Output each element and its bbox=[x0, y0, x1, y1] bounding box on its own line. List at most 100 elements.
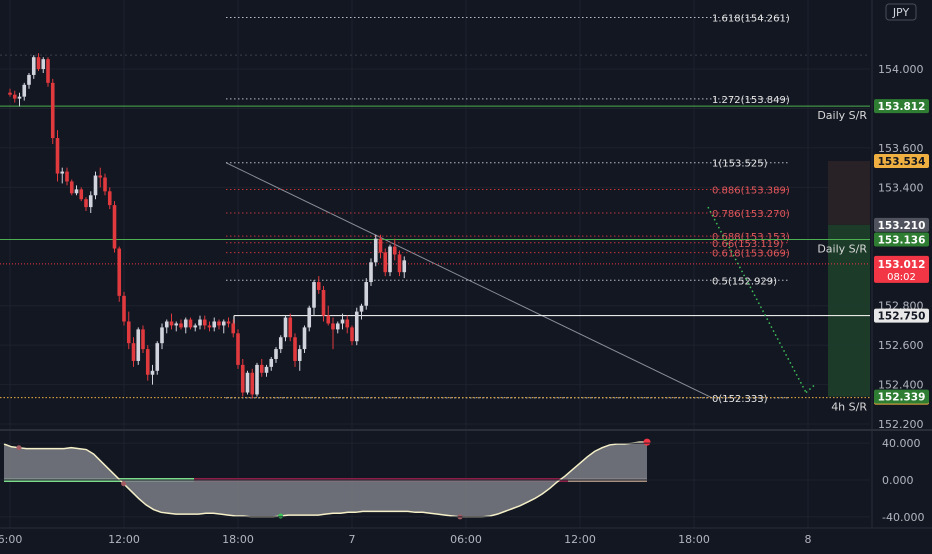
candle-body bbox=[378, 238, 383, 253]
candle-body bbox=[373, 238, 378, 263]
candle-body bbox=[312, 282, 316, 308]
range-box-badge-text: 152.750 bbox=[878, 311, 926, 323]
candle-body bbox=[160, 327, 164, 344]
sr-line-label: Daily S/R bbox=[817, 109, 867, 122]
oscillator-marker bbox=[121, 481, 127, 487]
time-axis-label: 12:00 bbox=[564, 533, 596, 546]
candle-body bbox=[131, 343, 136, 361]
fib-level-label: 0.886(153.389) bbox=[712, 186, 790, 197]
candle-body bbox=[22, 84, 27, 97]
sr-price-badge bbox=[874, 232, 929, 247]
fib-level-label: 0(152.333) bbox=[712, 394, 768, 405]
candle-body bbox=[164, 321, 169, 328]
candle-body bbox=[46, 59, 50, 83]
range-box-badge bbox=[874, 308, 929, 323]
candle-body bbox=[69, 181, 74, 194]
candle-body bbox=[84, 199, 88, 208]
projection-path-tail bbox=[805, 384, 816, 394]
sr-line-label: Daily S/R bbox=[817, 242, 867, 255]
fib-level-label: 1.272(153.849) bbox=[712, 95, 790, 106]
price-badge bbox=[874, 389, 929, 404]
candle-body bbox=[307, 307, 312, 328]
candle-body bbox=[12, 94, 17, 99]
fib-level-label: 0.66(153.119) bbox=[712, 239, 784, 250]
candle-body bbox=[188, 319, 193, 328]
price-badge-text: 153.210 bbox=[878, 220, 926, 232]
oscillator-axis-label: -40.000 bbox=[882, 511, 924, 524]
position-reward-zone bbox=[828, 224, 870, 397]
time-axis-label: 8 bbox=[805, 533, 812, 546]
price-axis-label: 153.400 bbox=[878, 181, 924, 194]
fib-level-label: 0.688(153.153) bbox=[712, 232, 790, 243]
candle-body bbox=[55, 138, 60, 174]
candle-body bbox=[88, 195, 93, 208]
candle-body bbox=[245, 372, 250, 393]
oscillator-line bbox=[3, 441, 647, 518]
candle-body bbox=[217, 321, 221, 326]
candle-body bbox=[278, 337, 283, 350]
sr-line-label: 4h S/R bbox=[831, 401, 867, 414]
candle-body bbox=[250, 372, 255, 395]
candle-body bbox=[274, 349, 278, 359]
sr-price-badge bbox=[874, 99, 929, 114]
oscillator-marker bbox=[643, 438, 651, 446]
candle-body bbox=[122, 295, 126, 322]
candle-body bbox=[107, 191, 112, 206]
candle-body bbox=[117, 248, 122, 296]
candle-body bbox=[65, 171, 69, 182]
candle-body bbox=[60, 171, 65, 174]
candle-body bbox=[354, 311, 359, 342]
trend-line bbox=[225, 162, 713, 399]
candle-body bbox=[174, 323, 179, 326]
price-axis-label: 153.600 bbox=[878, 142, 924, 155]
time-axis-label: 7 bbox=[349, 533, 356, 546]
candle-body bbox=[335, 323, 340, 330]
currency-badge-label: JPY bbox=[892, 6, 910, 19]
candle-body bbox=[359, 305, 364, 312]
candle-body bbox=[326, 315, 331, 324]
candle-body bbox=[145, 349, 150, 375]
candle-body bbox=[198, 319, 202, 326]
oscillator-axis-label: 0.000 bbox=[882, 474, 914, 487]
time-axis-label: 18:00 bbox=[222, 533, 254, 546]
candle-body bbox=[136, 329, 141, 361]
price-axis-label: 154.000 bbox=[878, 63, 924, 76]
candle-body bbox=[226, 321, 231, 324]
candle-body bbox=[383, 252, 388, 273]
price-axis-label: 152.600 bbox=[878, 339, 924, 352]
candle-body bbox=[293, 337, 297, 361]
candle-body bbox=[283, 317, 288, 338]
candle-body bbox=[316, 282, 321, 290]
candle-body bbox=[31, 57, 36, 75]
candle-body bbox=[297, 349, 302, 361]
time-axis-label: 12:00 bbox=[108, 533, 140, 546]
price-axis-label: 152.400 bbox=[878, 379, 924, 392]
candle-body bbox=[331, 323, 335, 330]
oscillator-marker bbox=[16, 445, 22, 451]
candle-body bbox=[221, 321, 226, 326]
fib-level-label: 1.618(154.261) bbox=[712, 14, 790, 25]
current-price-text: 153.012 bbox=[878, 259, 926, 271]
candle-body bbox=[150, 370, 155, 375]
currency-badge[interactable] bbox=[885, 3, 917, 21]
candle-body bbox=[141, 329, 145, 350]
sr-price-badge-text: 153.136 bbox=[878, 234, 926, 246]
price-axis-label: 152.200 bbox=[878, 418, 924, 431]
candle-body bbox=[369, 262, 373, 283]
candle-body bbox=[17, 96, 22, 99]
candle-body bbox=[269, 358, 274, 367]
sr-price-badge-text: 153.812 bbox=[878, 101, 926, 113]
candle-body bbox=[50, 82, 55, 139]
candle-body bbox=[345, 319, 350, 328]
candle-body bbox=[126, 321, 131, 344]
fib-level-label: 0.5(152.929) bbox=[712, 276, 777, 287]
candle-body bbox=[255, 364, 259, 395]
candle-body bbox=[231, 323, 236, 334]
candle-body bbox=[207, 325, 212, 328]
price-badge-text: 152.339 bbox=[878, 392, 926, 404]
price-badge-text: 153.534 bbox=[878, 156, 926, 168]
price-badge bbox=[874, 153, 929, 168]
oscillator-area bbox=[4, 442, 647, 517]
